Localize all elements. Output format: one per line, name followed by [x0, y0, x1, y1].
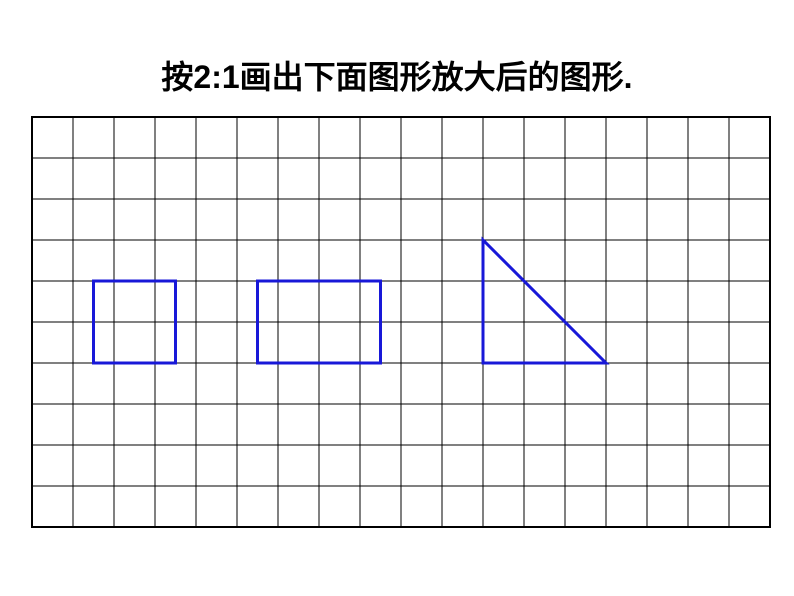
grid-diagram — [30, 115, 772, 529]
triangle-shape — [483, 240, 606, 363]
page-title: 按2:1画出下面图形放大后的图形. — [0, 52, 794, 98]
grid-svg — [30, 115, 772, 529]
